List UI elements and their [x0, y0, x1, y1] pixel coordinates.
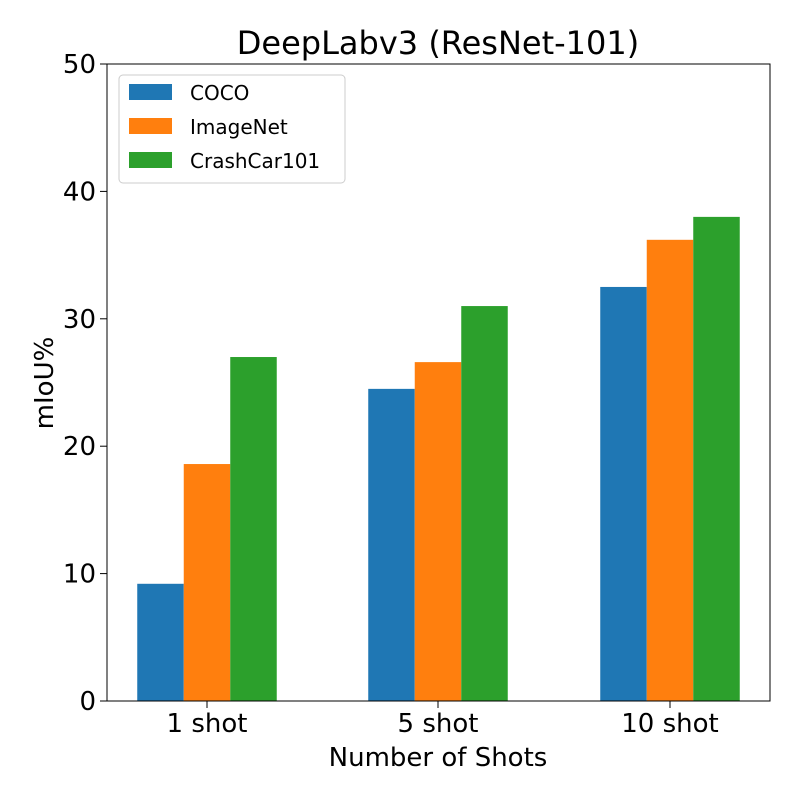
x-axis-label: Number of Shots	[329, 743, 548, 773]
legend-swatch-imagenet	[129, 118, 172, 134]
bars-group	[137, 216, 740, 701]
plot-frame	[106, 63, 771, 702]
legend-label-crashcar101: CrashCar101	[190, 149, 320, 173]
y-axis: 0 10 20 30 40 50	[63, 50, 107, 717]
bar-imagenet-1	[414, 362, 462, 701]
x-axis: 1 shot 5 shot 10 shot	[167, 701, 719, 739]
y-axis-label: mIoU%	[30, 337, 60, 430]
bar-crashcar101-1	[461, 306, 508, 701]
x-tick-label-1: 5 shot	[398, 709, 479, 739]
y-tick-label-30: 30	[63, 305, 96, 335]
y-tick-label-0: 0	[79, 687, 96, 717]
legend-label-coco: COCO	[190, 81, 249, 105]
bar-coco-0	[137, 583, 184, 701]
y-tick-label-40: 40	[63, 177, 96, 207]
legend-swatch-crashcar101	[129, 152, 172, 168]
x-tick-label-0: 1 shot	[167, 709, 248, 739]
bar-coco-2	[600, 286, 647, 701]
y-tick-label-20: 20	[63, 432, 96, 462]
bar-crashcar101-2	[693, 216, 740, 701]
legend: COCO ImageNet CrashCar101	[118, 74, 346, 184]
legend-swatch-coco	[129, 84, 172, 100]
bar-imagenet-2	[646, 239, 694, 701]
bar-coco-1	[368, 388, 415, 701]
y-tick-label-10: 10	[63, 560, 96, 590]
bar-imagenet-0	[183, 464, 231, 701]
legend-label-imagenet: ImageNet	[190, 115, 288, 139]
x-tick-label-2: 10 shot	[621, 709, 718, 739]
chart-title: DeepLabv3 (ResNet-101)	[237, 24, 639, 62]
bar-crashcar101-0	[230, 357, 277, 701]
legend-box	[118, 74, 346, 184]
y-tick-label-50: 50	[63, 50, 96, 80]
